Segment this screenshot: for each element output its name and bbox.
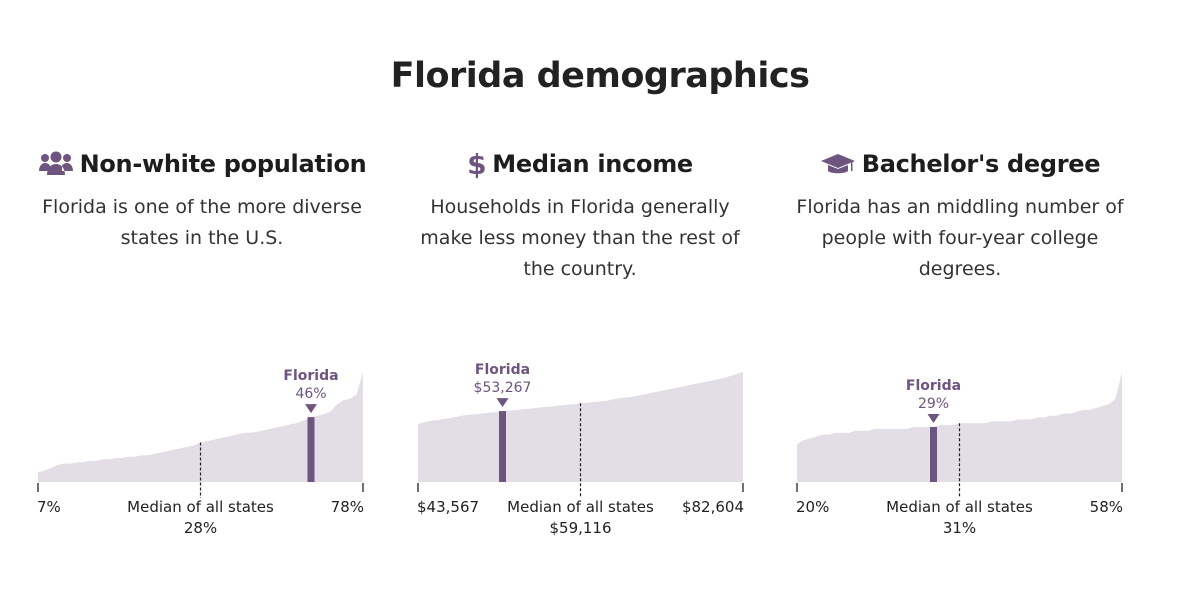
median-value: 28% [184, 519, 217, 537]
florida-marker-icon [496, 398, 509, 408]
max-label: $82,604 [682, 498, 744, 516]
florida-value: $53,267 [474, 380, 532, 396]
graduation-cap-icon [820, 151, 856, 177]
chart-income: $53,267 Florida $43,567 $82,604 Median of al… [417, 362, 744, 537]
distribution-area [797, 372, 1122, 482]
column-non-white: Non-white population Florida is one of t… [12, 146, 392, 254]
florida-label: Florida [283, 368, 338, 384]
florida-marker-icon [927, 414, 940, 423]
median-label: Median of all states [127, 498, 274, 516]
users-icon [38, 151, 74, 177]
median-value: 31% [943, 519, 976, 537]
florida-value: 46% [295, 386, 326, 402]
max-label: 78% [331, 498, 364, 516]
page-title: Florida demographics [390, 56, 810, 96]
max-label: 58% [1090, 498, 1123, 516]
heading: $ Median income [390, 146, 770, 182]
description: Florida has an middling number of people… [796, 196, 1124, 280]
description: Households in Florida generally make les… [420, 196, 740, 280]
min-label: 7% [37, 498, 61, 516]
min-label: $43,567 [417, 498, 479, 516]
heading-text: Non-white population [79, 150, 367, 178]
florida-bar [307, 417, 315, 482]
heading: Non-white population [12, 146, 392, 182]
median-value: $59,116 [549, 519, 611, 537]
florida-label: Florida [475, 362, 530, 378]
column-degree: Bachelor's degree Florida has an middlin… [770, 146, 1150, 285]
column-income: $ Median income Households in Florida ge… [390, 146, 770, 285]
florida-marker-icon [305, 404, 317, 414]
chart-non-white: 46% Florida 7% 78% Median of all states 28% [37, 368, 364, 537]
median-label: Median of all states [507, 498, 654, 516]
distribution-area [38, 372, 363, 482]
heading-text: Median income [492, 150, 693, 178]
dollar-icon: $ [467, 147, 487, 181]
heading-text: Bachelor's degree [861, 150, 1101, 178]
florida-label: Florida [906, 378, 961, 394]
min-label: 20% [796, 498, 829, 516]
description: Florida is one of the more diverse state… [42, 196, 362, 249]
florida-bar [930, 427, 937, 482]
median-label: Median of all states [886, 498, 1033, 516]
heading: Bachelor's degree [770, 146, 1150, 182]
florida-bar [499, 411, 506, 482]
chart-degree: 29% Florida 20% 58% Median of all states 31% [796, 372, 1123, 537]
florida-value: 29% [918, 396, 949, 412]
